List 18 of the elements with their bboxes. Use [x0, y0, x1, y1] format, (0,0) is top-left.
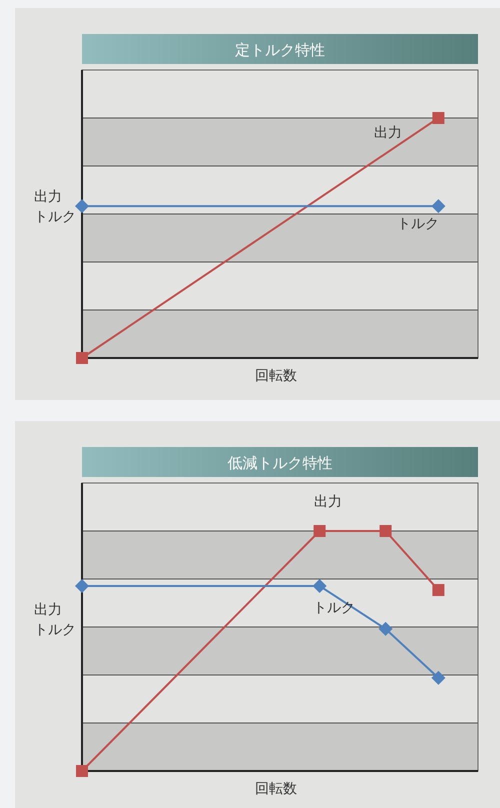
- y-axis-title: 出力トルク: [34, 188, 76, 227]
- point: [76, 765, 88, 777]
- point: [312, 578, 327, 593]
- chart-title: 定トルク特性: [235, 41, 325, 59]
- point: [314, 525, 326, 537]
- chart-title: 低減トルク特性: [228, 454, 332, 472]
- point: [75, 578, 89, 593]
- series-label: トルク: [397, 216, 439, 232]
- x-axis-title: 回転数: [255, 781, 297, 797]
- point: [431, 670, 446, 685]
- point: [380, 525, 392, 537]
- y-axis-title: 出力トルク: [34, 601, 76, 640]
- series-label: 出力: [374, 125, 402, 141]
- series-label: 出力: [314, 494, 342, 510]
- point: [432, 584, 444, 596]
- series-label: トルク: [313, 600, 355, 616]
- x-axis-title: 回転数: [255, 368, 297, 384]
- point: [378, 622, 393, 636]
